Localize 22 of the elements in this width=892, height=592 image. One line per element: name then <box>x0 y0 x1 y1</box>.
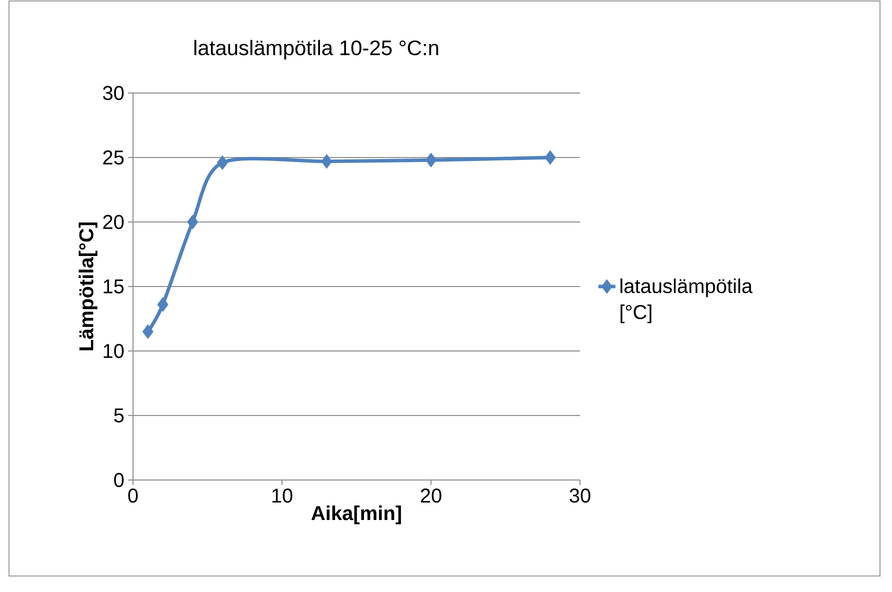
x-axis-title: Aika[min] <box>311 506 401 524</box>
point <box>157 297 168 312</box>
legend-label: latauslämpötila [°C] <box>620 278 753 324</box>
y-tick-label: 5 <box>114 408 124 422</box>
y-tick-label: 15 <box>104 280 124 294</box>
point <box>142 324 154 339</box>
point <box>187 214 198 230</box>
x-tick-label: 20 <box>420 488 442 503</box>
y-tick-label: 30 <box>102 86 124 100</box>
point <box>544 150 556 165</box>
y-axis-title: Lämpötila[°C] <box>78 222 98 350</box>
y-tick-label: 25 <box>103 150 124 165</box>
x-tick-label: 0 <box>128 488 138 503</box>
x-tick-label: 30 <box>570 488 590 503</box>
y-tick-label: 0 <box>114 472 124 488</box>
x-tick-label: 10 <box>272 488 292 503</box>
chart-title: latauslämpötila 10-25 °C:n <box>194 40 438 60</box>
y-tick-label: 20 <box>103 214 124 230</box>
point <box>216 155 228 170</box>
y-tick-label: 10 <box>104 344 124 358</box>
point <box>426 152 436 168</box>
point <box>321 154 332 169</box>
